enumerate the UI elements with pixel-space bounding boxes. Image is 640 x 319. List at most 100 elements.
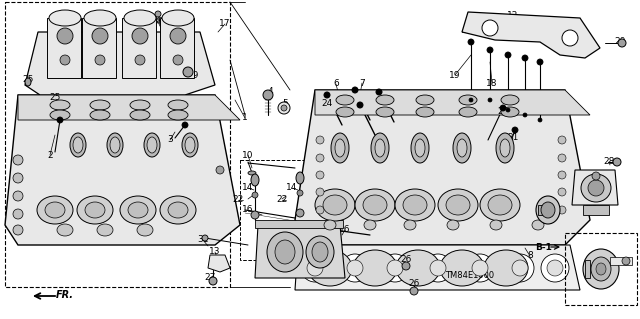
Polygon shape (295, 90, 590, 245)
Ellipse shape (168, 100, 188, 110)
Text: 8: 8 (527, 251, 533, 261)
Ellipse shape (251, 174, 259, 186)
Ellipse shape (130, 100, 150, 110)
Ellipse shape (49, 10, 81, 26)
Ellipse shape (263, 90, 273, 100)
Ellipse shape (155, 11, 161, 17)
Ellipse shape (13, 155, 23, 165)
Text: 25: 25 (22, 76, 34, 85)
Text: FR.: FR. (56, 290, 74, 300)
Text: TM84E1000: TM84E1000 (445, 271, 495, 279)
Text: 15: 15 (588, 199, 599, 209)
Ellipse shape (376, 89, 382, 95)
Ellipse shape (484, 250, 528, 286)
Ellipse shape (505, 52, 511, 58)
Ellipse shape (592, 172, 600, 180)
Ellipse shape (538, 118, 542, 122)
Ellipse shape (77, 196, 113, 224)
Ellipse shape (185, 137, 195, 153)
Ellipse shape (488, 195, 512, 215)
Ellipse shape (50, 100, 70, 110)
Text: 11: 11 (300, 234, 311, 243)
Bar (122, 18, 156, 78)
Ellipse shape (13, 225, 23, 235)
Ellipse shape (387, 260, 403, 276)
Ellipse shape (558, 154, 566, 162)
Ellipse shape (558, 171, 566, 179)
Ellipse shape (168, 202, 188, 218)
Ellipse shape (537, 59, 543, 65)
Text: 16: 16 (339, 226, 351, 234)
Text: 12: 12 (508, 11, 518, 19)
Ellipse shape (331, 133, 349, 163)
Polygon shape (208, 255, 230, 272)
Ellipse shape (90, 100, 110, 110)
Ellipse shape (25, 78, 31, 86)
Polygon shape (295, 245, 580, 290)
Text: 16: 16 (243, 205, 253, 214)
Ellipse shape (120, 196, 156, 224)
Ellipse shape (352, 87, 358, 93)
Ellipse shape (512, 127, 518, 133)
Text: 30: 30 (152, 18, 164, 26)
Text: 14: 14 (243, 183, 253, 192)
Ellipse shape (278, 102, 290, 114)
Ellipse shape (312, 242, 328, 262)
Ellipse shape (376, 95, 394, 105)
Ellipse shape (440, 250, 484, 286)
Polygon shape (315, 90, 590, 115)
Ellipse shape (316, 136, 324, 144)
Ellipse shape (147, 137, 157, 153)
Ellipse shape (281, 105, 287, 111)
Bar (255, 220, 343, 228)
Ellipse shape (45, 202, 65, 218)
Ellipse shape (416, 107, 434, 117)
Ellipse shape (424, 254, 452, 282)
Text: 19: 19 (449, 70, 461, 79)
Ellipse shape (547, 260, 563, 276)
Ellipse shape (137, 224, 153, 236)
Ellipse shape (581, 174, 611, 202)
Text: 3: 3 (167, 136, 173, 145)
Ellipse shape (132, 28, 148, 44)
Ellipse shape (466, 254, 494, 282)
Ellipse shape (457, 139, 467, 157)
Ellipse shape (482, 20, 498, 36)
Ellipse shape (97, 224, 113, 236)
Polygon shape (572, 170, 618, 205)
Bar (585, 260, 590, 278)
Text: B-1: B-1 (536, 242, 552, 251)
Ellipse shape (558, 136, 566, 144)
Bar (160, 18, 194, 78)
Ellipse shape (135, 55, 145, 65)
Ellipse shape (173, 55, 183, 65)
Text: 9: 9 (543, 203, 549, 211)
Ellipse shape (523, 113, 527, 117)
Ellipse shape (162, 10, 194, 26)
Ellipse shape (144, 133, 160, 157)
Ellipse shape (364, 220, 376, 230)
Text: 26: 26 (400, 256, 412, 264)
Ellipse shape (73, 137, 83, 153)
Text: 21: 21 (508, 133, 518, 143)
Ellipse shape (381, 254, 409, 282)
Text: 26: 26 (408, 279, 420, 288)
Bar (240, 160, 340, 260)
Ellipse shape (168, 110, 188, 120)
Ellipse shape (480, 189, 520, 221)
Bar (5, 2, 230, 287)
Ellipse shape (588, 180, 604, 196)
Ellipse shape (438, 189, 478, 221)
Ellipse shape (57, 224, 73, 236)
Ellipse shape (357, 102, 363, 108)
Text: 5: 5 (282, 99, 288, 108)
Text: 27: 27 (204, 273, 216, 283)
Ellipse shape (316, 154, 324, 162)
Ellipse shape (315, 189, 355, 221)
Ellipse shape (447, 220, 459, 230)
Ellipse shape (353, 250, 397, 286)
Ellipse shape (316, 206, 324, 214)
Polygon shape (18, 95, 240, 120)
Ellipse shape (404, 220, 416, 230)
Ellipse shape (306, 236, 334, 268)
